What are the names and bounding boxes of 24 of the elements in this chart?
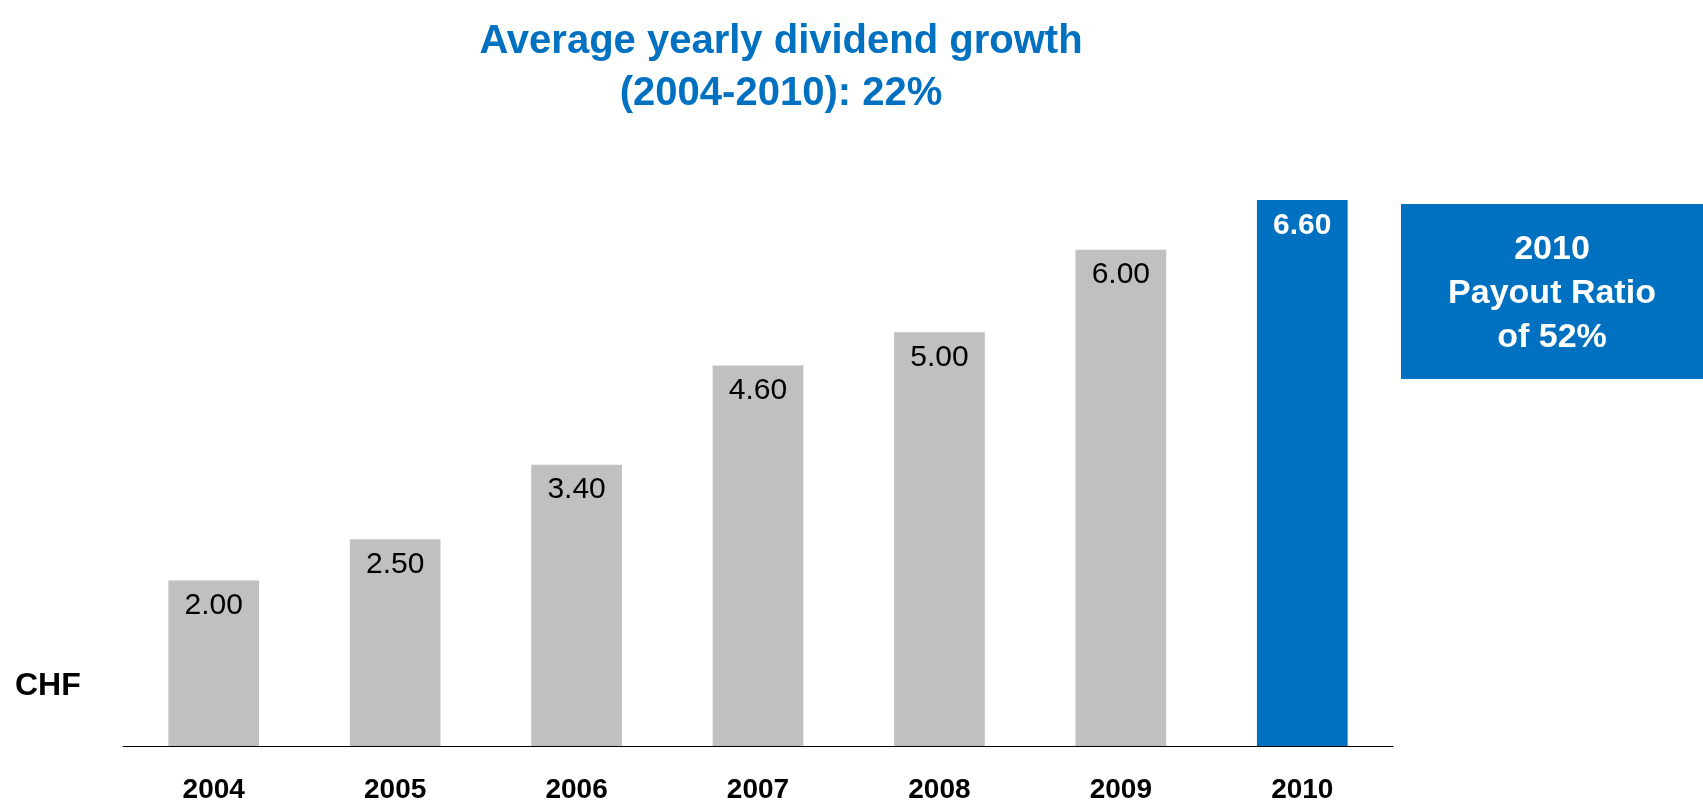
bar (712, 365, 804, 746)
x-tick-label: 2009 (1089, 772, 1153, 804)
y-axis-title: CHF (15, 666, 81, 702)
text: 2010 Payout Ratio of 52% (1448, 228, 1656, 354)
bar (894, 332, 985, 746)
x-tick-label: 2007 (726, 772, 790, 804)
bar (1256, 200, 1348, 746)
data-label: 3.40 (547, 471, 606, 505)
chart-title: Average yearly dividend growth (2004-2010): 22% (479, 17, 1083, 113)
data-label: 2.00 (184, 587, 243, 621)
x-tick-label: 2010 (1271, 772, 1334, 804)
data-label: 6.60 (1273, 206, 1332, 240)
bar (168, 580, 260, 746)
data-label: 5.00 (910, 338, 969, 372)
x-tick-label: 2004 (182, 772, 246, 804)
x-tick-label: 2006 (545, 772, 608, 804)
x-tick-label: 2005 (363, 772, 427, 804)
data-label: 6.00 (1091, 256, 1151, 290)
x-tick-label: 2008 (908, 772, 971, 804)
data-label: 4.60 (728, 371, 788, 405)
bar (349, 539, 441, 746)
bar (531, 464, 622, 746)
data-label: 2.50 (365, 545, 425, 579)
bar (1075, 249, 1167, 746)
